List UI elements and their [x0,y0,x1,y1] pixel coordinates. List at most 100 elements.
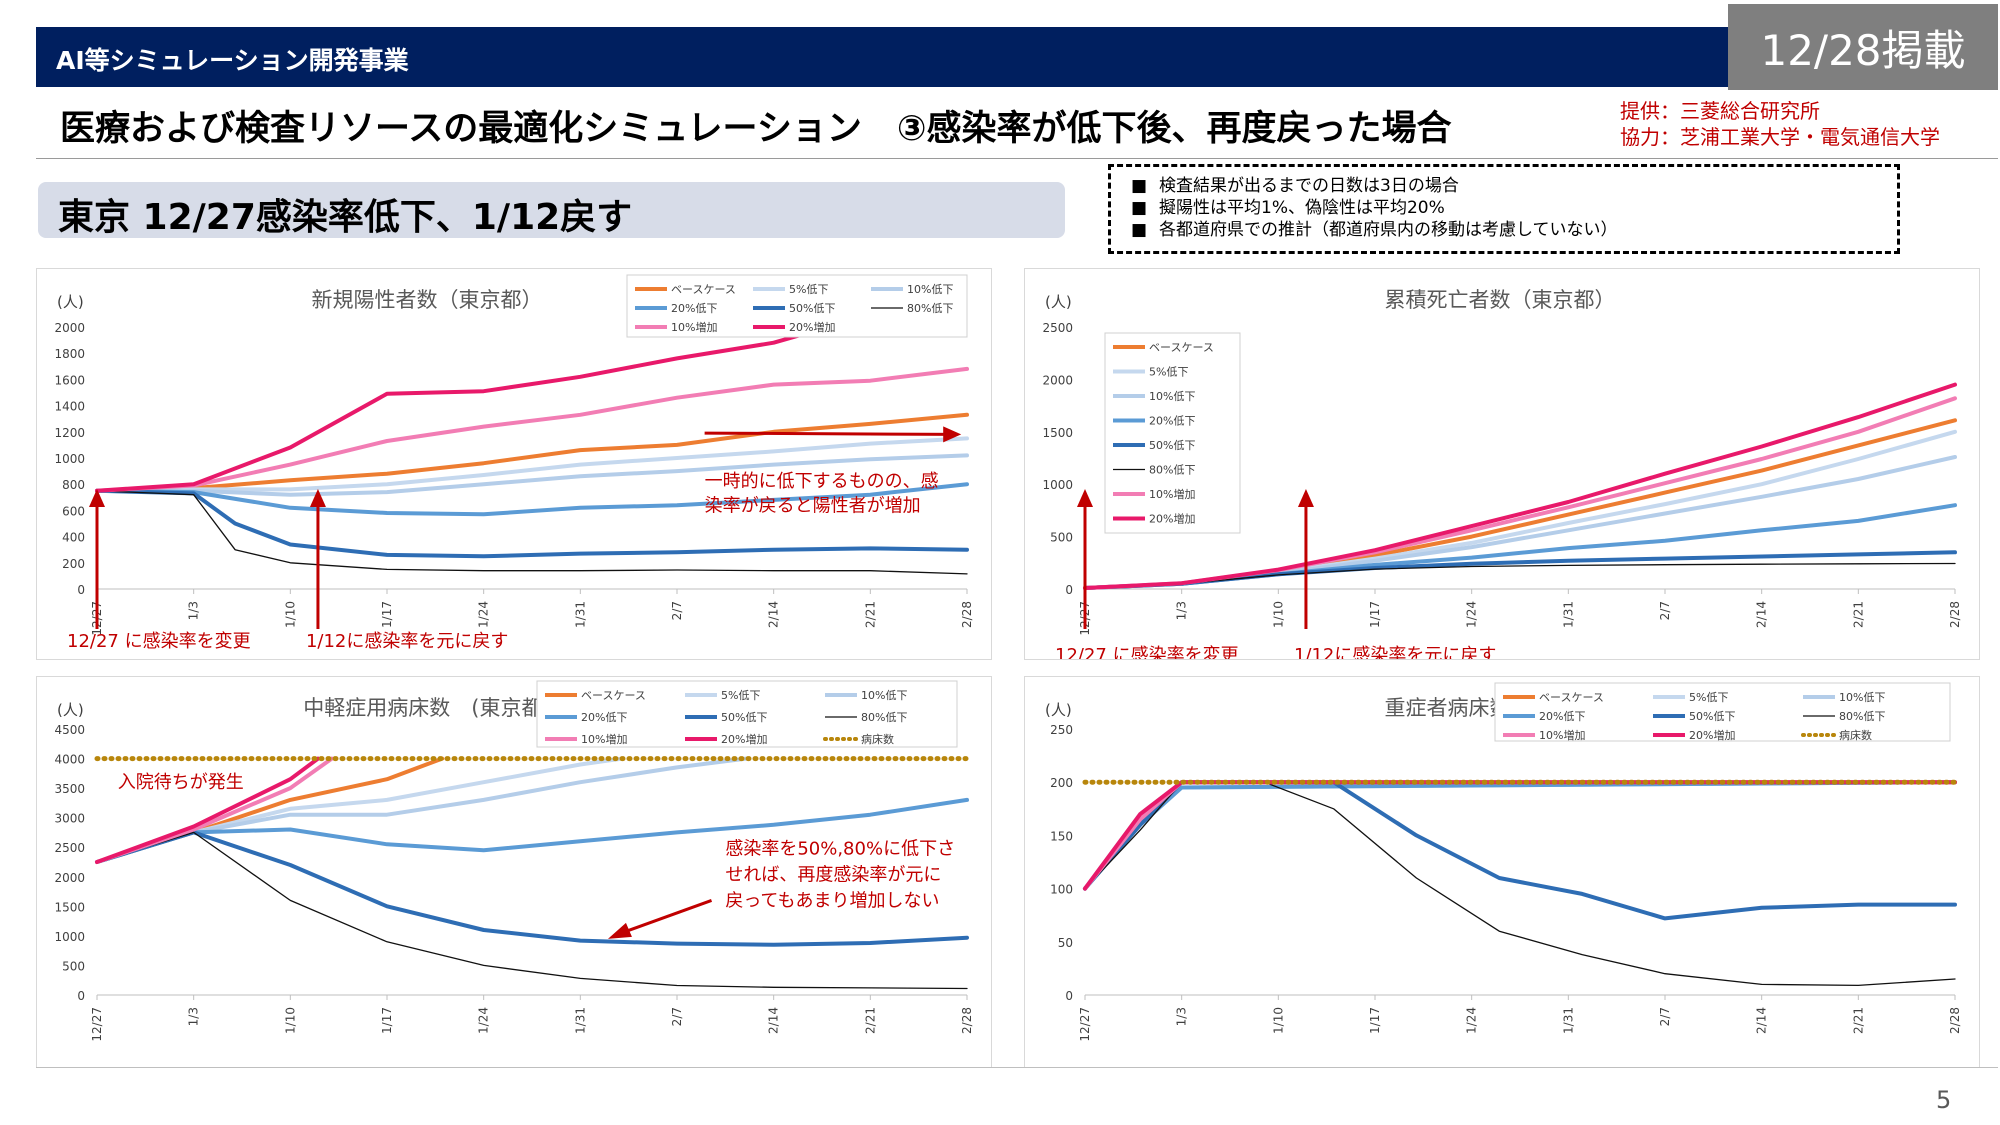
legend-label: 20%低下 [581,711,627,724]
legend-label: 10%増加 [671,321,717,334]
x-tick-label: 2/28 [1948,601,1962,628]
legend-label: 20%増加 [1149,513,1195,526]
series-line-d50 [1083,780,1957,921]
marker-label: 12/27 に感染率を変更 [1055,645,1239,659]
x-tick-label: 1/3 [1175,601,1189,620]
y-tick-label: 0 [1065,989,1073,1003]
chart-title: 累積死亡者数（東京都） [1385,288,1616,312]
legend-label: 20%低下 [1539,710,1585,723]
x-tick-label: 1/3 [187,1007,201,1026]
marker-label: 1/12に感染率を元に戻す [1294,645,1496,659]
y-tick-label: 0 [1065,583,1073,597]
x-tick-label: 2/21 [863,1007,877,1034]
x-tick-label: 1/17 [380,601,394,628]
marker-label: 12/27 に感染率を変更 [67,631,251,652]
series-line-d5 [1083,780,1957,891]
credit-provider: 提供：三菱総合研究所 [1620,99,1820,123]
credit-cooperation: 協力：芝浦工業大学・電気通信大学 [1620,125,1940,149]
x-tick-label: 1/10 [1271,601,1285,628]
bullet-square-icon: ■ [1131,176,1148,196]
legend-label: ベースケース [1149,341,1214,354]
scenario-banner: 東京 12/27感染率低下、1/12戻す [38,182,1065,238]
y-tick-label: 400 [62,531,85,545]
annotation-text: 一時的に低下するものの、感 [705,471,939,492]
condition-text: 検査結果が出るまでの日数は3日の場合 [1159,176,1459,196]
series-line-i20 [1083,382,1957,590]
x-tick-label: 1/3 [1175,1007,1189,1026]
legend-label: 80%低下 [861,711,907,724]
y-tick-label: 250 [1050,723,1073,737]
y-tick-label: 200 [1050,776,1073,790]
series-line-d80 [96,831,968,990]
bullet-square-icon: ■ [1131,198,1148,218]
legend-label: 50%低下 [789,302,835,315]
x-tick-label: 1/17 [1368,1007,1382,1034]
series-line-d50 [95,488,969,559]
series-line-d20 [95,482,969,517]
legend-label: 50%低下 [1149,439,1195,452]
y-tick-label: 0 [77,583,85,597]
y-tick-label: 1500 [1042,426,1073,440]
chart-new-positives: 新規陽性者数（東京都） (人) 0 200 400 600 800 1000 1200 1400 1… [36,268,992,660]
legend-label: 病床数 [861,732,894,746]
series-group [1082,779,1958,987]
annotation-arrow-line [621,899,713,935]
legend-box [536,680,958,748]
legend-label: 5%低下 [1149,366,1188,379]
y-tick-label: 200 [62,557,85,571]
y-tick-label: 1000 [54,452,85,466]
legend-label: 80%低下 [907,302,953,315]
legend-box [1104,332,1241,534]
series-line-d50 [95,830,969,947]
legend-label: ベースケース [671,283,736,296]
y-tick-label: 150 [1050,829,1073,843]
up-arrow-icon [309,489,326,507]
annotation-arrow-icon [607,922,632,939]
condition-text: 擬陽性は平均1%、偽陰性は平均20% [1159,198,1445,218]
y-axis-unit: (人) [57,293,84,311]
condition-item: ■ 擬陽性は平均1%、偽陰性は平均20% [1131,197,1877,219]
y-tick-label: 3500 [54,782,85,796]
annotation-text: 戻ってもあまり増加しない [725,890,939,911]
condition-item: ■ 検査結果が出るまでの日数は3日の場合 [1131,175,1877,197]
y-tick-label: 800 [62,478,85,492]
up-arrow-icon [1297,489,1314,507]
y-tick-label: 4500 [54,723,85,737]
chart-title: 新規陽性者数（東京都） [312,288,543,312]
y-tick-label: 4000 [54,753,85,767]
y-tick-label: 1200 [54,426,85,440]
legend-label: 20%増加 [721,733,767,746]
conditions-box: ■ 検査結果が出るまでの日数は3日の場合 ■ 擬陽性は平均1%、偽陰性は平均20% … [1108,164,1900,254]
y-tick-label: 0 [77,989,85,1003]
x-tick-label: 1/10 [1271,1007,1285,1034]
up-arrow-icon [1077,489,1093,507]
y-tick-label: 600 [62,504,85,518]
y-tick-label: 500 [62,959,85,973]
series-line-d10 [95,453,969,497]
up-arrow-icon [89,489,105,507]
legend-label: 80%低下 [1149,464,1195,477]
x-tick-label: 2/14 [1755,1007,1769,1034]
x-tick-label: 2/14 [767,601,781,628]
x-tick-label: 2/21 [1851,601,1865,628]
annotation-text: せれば、再度感染率が元に [725,864,941,885]
y-axis-unit: (人) [1045,701,1072,719]
series-line-d20 [1083,780,1957,891]
legend-box [626,274,968,338]
x-tick-label: 1/31 [573,601,587,628]
legend-label: 10%増加 [1539,729,1585,742]
x-tick-label: 2/28 [960,1007,974,1034]
series-line-d80 [96,490,968,575]
condition-text: 各都道府県での推計（都道府県内の移動は考慮していない） [1159,220,1618,240]
annotation-arrow-icon [943,426,962,443]
legend-label: 50%低下 [1689,710,1735,723]
legend-box [1494,682,1951,742]
y-tick-label: 1400 [54,400,85,414]
page-title: 医療および検査リソースの最適化シミュレーション ③感染率が低下後、再度戻った場合 [60,109,1452,149]
legend-label: 5%低下 [1689,691,1728,704]
series-line-i20 [1083,780,1957,891]
y-tick-label: 1600 [54,373,85,387]
x-tick-label: 2/21 [1851,1007,1865,1034]
series-line-d20 [95,797,969,864]
x-tick-label: 2/28 [1948,1007,1962,1034]
